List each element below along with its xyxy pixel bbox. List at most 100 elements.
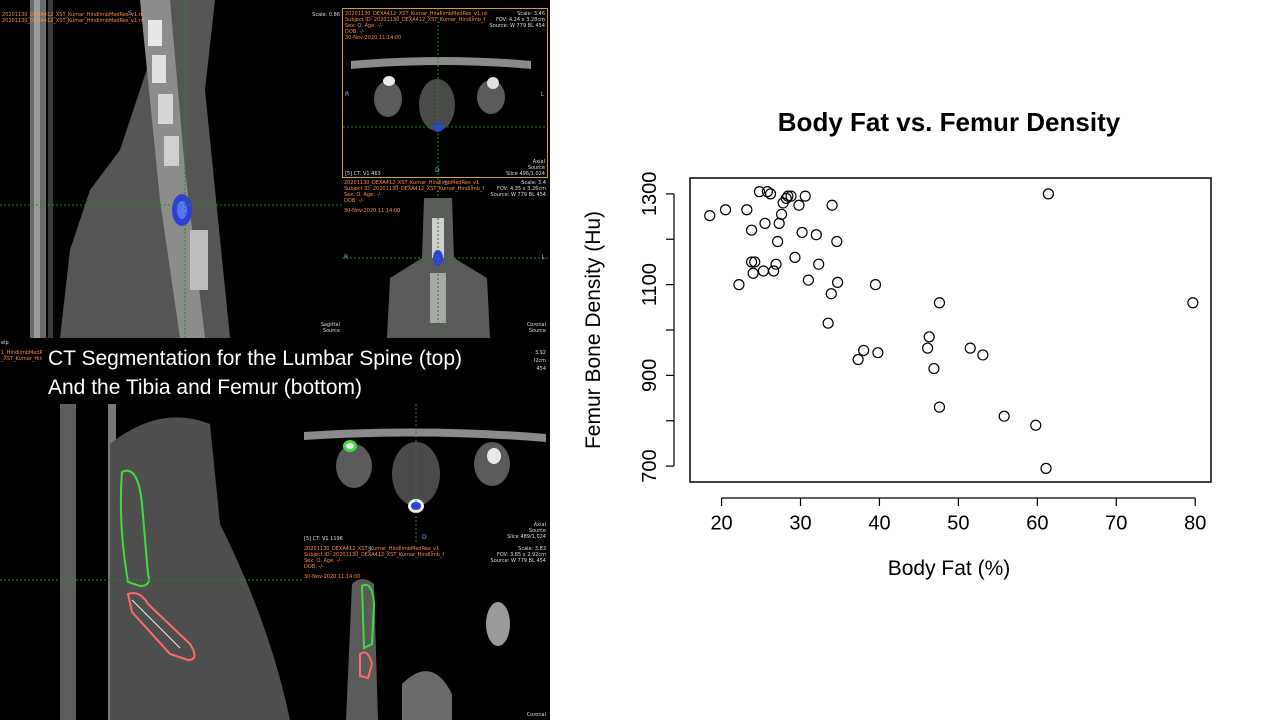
data-point <box>869 279 882 291</box>
ct-value: 92cm <box>532 358 546 364</box>
ct-source-label: Source <box>527 165 545 171</box>
ct-orient-r: R <box>345 91 350 98</box>
ct-view-label: Axial <box>532 159 545 165</box>
bottom-axial-view[interactable]: D [5] CT: V1 1196 Axial Source Slice 489… <box>302 404 548 544</box>
x-tick-label: 30 <box>789 513 811 535</box>
data-point <box>922 342 934 354</box>
plot-area <box>689 177 1212 483</box>
data-point <box>964 342 976 354</box>
top-coronal-view[interactable]: 20201130_DEXA412_XST_Kumar_HindlimbMedRe… <box>342 178 548 338</box>
data-point <box>933 297 946 309</box>
ct-source-label: Source <box>528 528 546 534</box>
data-point <box>923 331 935 343</box>
bottom-sagittal-scan <box>0 404 302 720</box>
top-coronal-scan <box>342 178 548 338</box>
data-point <box>768 265 780 277</box>
data-point <box>793 199 805 211</box>
scatter-chart: Body Fat vs. Femur Density 20 30 40 50 60 70 8… <box>582 107 1212 580</box>
bottom-coronal-view[interactable]: 20201130_DEXA412_XST_Kumar_HindlimbMedRe… <box>302 544 548 720</box>
bottom-coronal-scan <box>346 579 510 720</box>
ct-scale: Scale: 3.46 <box>517 11 545 17</box>
ct-dob: DOB: -/- <box>344 198 364 204</box>
data-point <box>1187 297 1199 309</box>
ct-slice: Slice 496/1,024 <box>506 171 545 177</box>
x-tick-label: 70 <box>1105 513 1127 535</box>
data-point <box>813 258 825 270</box>
data-point <box>998 410 1010 422</box>
ct-series: [5] CT: V1 1196 <box>304 536 343 542</box>
top-sagittal-view: 20201130_DEXA412_XST_Kumar_HindlimbMedRe… <box>0 0 342 338</box>
caption-line-1: CT Segmentation for the Lumbar Spine (to… <box>48 347 463 370</box>
help-menu-fragment[interactable]: elp <box>1 340 9 346</box>
data-point <box>1042 188 1054 200</box>
caption-background <box>42 340 534 404</box>
data-point <box>745 256 758 268</box>
x-tick-label: 80 <box>1184 513 1206 535</box>
top-axial-scan <box>343 9 547 177</box>
ct-orient-l: L <box>540 91 544 98</box>
y-tick-label: 1300 <box>639 172 661 217</box>
bottom-sagittal-view <box>0 404 302 720</box>
data-point <box>832 276 844 288</box>
ct-header: _XST_Kumar_Hindli <box>1 356 49 362</box>
ct-scale: Scale: 0.86 <box>312 12 340 18</box>
data-point <box>825 288 837 300</box>
ct-sex-age: Sex: O, Age: -/- <box>344 192 382 198</box>
ct-segmentation-image: 20201130_DEXA412_XST_Kumar_HindlimbMedRe… <box>0 0 550 720</box>
ct-subject: Subject ID: 20201130_DEXA412_XST_Kumar_H… <box>344 186 485 192</box>
data-point <box>770 258 782 270</box>
data-point <box>773 217 785 229</box>
data-point <box>741 204 753 216</box>
ct-header: 20201130_DEXA412_XST_Kumar_HindlimbMedRe… <box>345 11 488 17</box>
ct-orient-l: L <box>541 254 545 261</box>
data-point <box>761 186 773 198</box>
data-point <box>796 226 808 239</box>
ct-subject: Subject ID: 20201130_DEXA412_XST_Kumar_H… <box>304 552 445 558</box>
top-axial-view[interactable]: 20201130_DEXA412_XST_Kumar_HindlimbMedRe… <box>342 8 548 178</box>
data-point <box>977 349 989 361</box>
chart-title: Body Fat vs. Femur Density <box>778 107 1121 137</box>
ct-orient-s: S <box>444 180 448 187</box>
data-point <box>826 199 838 211</box>
y-tick-label: 700 <box>639 449 661 482</box>
data-point <box>872 347 884 359</box>
ct-date: 30-Nov-2020 11:14:00 <box>344 208 401 214</box>
ct-header: 20201130_DEXA412_XST_Kumar_HindlimbMedRe… <box>344 180 480 186</box>
ct-source-window: Source: W 779 BL 454 <box>489 23 545 29</box>
ct-slice: Slice 489/1,024 <box>507 534 546 540</box>
data-point <box>928 362 940 375</box>
ct-orient-d: D <box>435 167 440 174</box>
ct-source-label: Source <box>528 328 546 334</box>
x-tick-label: 50 <box>947 513 969 535</box>
data-point <box>759 217 771 229</box>
ct-orient-r: R <box>344 254 349 261</box>
data-point <box>745 224 758 236</box>
ct-fov: FOV: 3.85 x 2.92cm <box>496 552 546 558</box>
x-tick-label: 20 <box>710 513 732 535</box>
ct-source-label: Source <box>322 328 340 334</box>
data-point <box>799 190 811 202</box>
x-tick-label: 40 <box>868 513 890 535</box>
ct-sex-age: Sex: O, Age: -/- <box>345 23 383 29</box>
ct-sex-age: Sex: O, Age: -/- <box>304 558 342 564</box>
y-tick-label: 1100 <box>639 263 661 306</box>
data-point <box>852 353 864 366</box>
data-point <box>1040 462 1052 474</box>
x-tick-label: 60 <box>1026 513 1048 535</box>
data-point <box>1030 419 1042 431</box>
ct-date: 30-Nov-2020 11:14:00 <box>304 574 361 580</box>
ct-subject: Subject ID: 20201130_DEXA412_XST_Kumar_H… <box>345 17 486 23</box>
data-point <box>764 188 777 200</box>
x-axis: 20 30 40 50 60 70 80 <box>710 497 1206 535</box>
ct-header: 1_HindlimbMedRe <box>1 350 46 356</box>
ct-scale: Scale: 3.83 <box>518 546 546 552</box>
ct-orient-s: S <box>368 546 372 553</box>
ct-header: 20201130_DEXA412_XST_Kumar_HindlimbMedRe… <box>2 12 145 18</box>
data-point <box>933 401 946 413</box>
ct-series: [5] CT: V1 463 <box>345 171 381 177</box>
data-point <box>757 265 770 277</box>
data-point <box>822 317 834 329</box>
data-points <box>704 186 1199 474</box>
data-point <box>831 235 843 248</box>
data-point <box>772 235 784 248</box>
